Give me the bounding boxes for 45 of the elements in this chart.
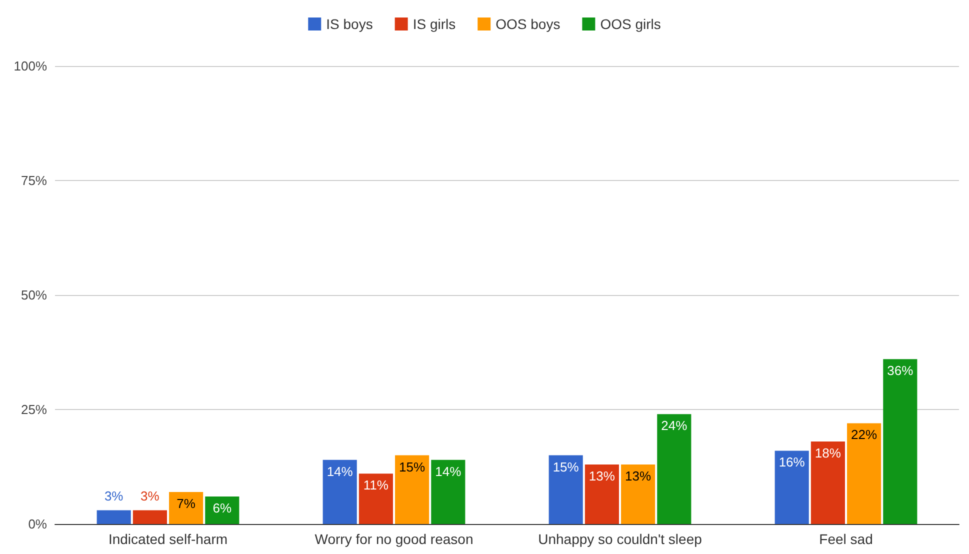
bar (774, 450, 809, 524)
bar (358, 474, 393, 524)
x-tick-label: Feel sad (819, 531, 873, 547)
data-label: 14% (435, 464, 462, 479)
bar (322, 460, 357, 524)
data-label: 11% (363, 478, 389, 493)
data-label: 3% (140, 488, 160, 504)
bar (810, 442, 845, 524)
y-tick-label: 0% (28, 516, 48, 532)
y-tick-label: 50% (20, 288, 48, 302)
bar (205, 496, 240, 524)
data-label: 24% (661, 418, 688, 434)
bar (657, 414, 692, 524)
y-tick-label: 100% (14, 58, 48, 74)
data-label: 18% (814, 446, 842, 461)
bar (132, 510, 167, 524)
y-tick-label: 75% (20, 173, 48, 188)
legend-label: OOS boys (496, 16, 560, 32)
x-tick-label: Worry for no good reason (314, 531, 474, 547)
data-label: 15% (399, 459, 426, 474)
data-label: 15% (552, 459, 580, 474)
bar (395, 455, 430, 524)
data-label: 13% (588, 468, 616, 484)
data-label: 36% (887, 363, 914, 378)
data-label: 7% (176, 496, 196, 511)
legend-label: IS boys (326, 16, 373, 32)
bar (96, 510, 131, 524)
data-label: 13% (625, 468, 652, 484)
y-tick-label: 25% (20, 402, 48, 417)
legend-label: IS girls (412, 16, 456, 32)
bar (847, 423, 882, 524)
bar (548, 455, 583, 524)
bar (621, 464, 656, 524)
data-label: 16% (778, 454, 806, 470)
x-tick-label: Indicated self-harm (108, 531, 228, 547)
data-label: 14% (326, 464, 354, 479)
bar (431, 460, 466, 524)
data-label: 6% (212, 500, 232, 516)
bar (584, 464, 619, 524)
data-label: 3% (104, 488, 124, 504)
bar (169, 492, 204, 524)
legend-label: OOS girls (600, 16, 661, 32)
bar (883, 359, 918, 524)
data-label: 22% (851, 427, 878, 442)
x-tick-label: Unhappy so couldn't sleep (538, 531, 702, 547)
